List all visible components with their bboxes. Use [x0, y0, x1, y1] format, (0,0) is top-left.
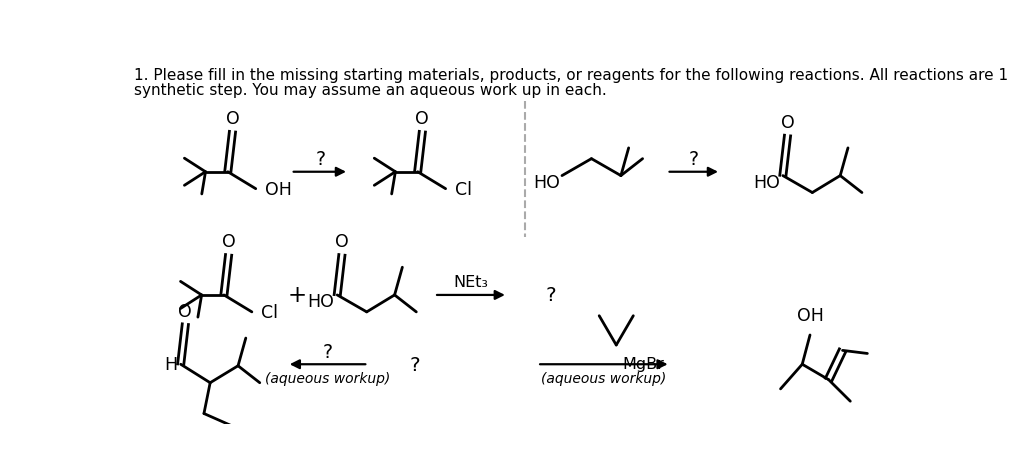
Text: NEt₃: NEt₃	[454, 274, 488, 289]
Text: HO: HO	[307, 292, 334, 310]
Text: +: +	[288, 284, 306, 307]
Text: O: O	[780, 114, 795, 132]
Text: O: O	[222, 233, 236, 251]
Text: Cl: Cl	[261, 303, 279, 321]
Text: ?: ?	[323, 342, 333, 361]
Text: (aqueous workup): (aqueous workup)	[265, 371, 390, 385]
Text: synthetic step. You may assume an aqueous work up in each.: synthetic step. You may assume an aqueou…	[134, 83, 607, 98]
Text: OH: OH	[265, 180, 292, 198]
Text: MgBr: MgBr	[623, 356, 665, 371]
Text: OH: OH	[797, 307, 823, 325]
Text: ?: ?	[689, 150, 698, 169]
Text: H: H	[165, 356, 177, 374]
Text: 1. Please fill in the missing starting materials, products, or reagents for the : 1. Please fill in the missing starting m…	[134, 68, 1009, 83]
Text: (aqueous workup): (aqueous workup)	[542, 371, 667, 385]
Text: HO: HO	[534, 173, 560, 191]
Text: O: O	[178, 302, 193, 320]
Text: ?: ?	[315, 150, 326, 169]
Text: HO: HO	[753, 173, 779, 191]
Text: Cl: Cl	[455, 180, 472, 198]
Text: O: O	[335, 233, 349, 251]
Text: ?: ?	[545, 286, 556, 305]
Text: O: O	[416, 110, 429, 128]
Text: ?: ?	[410, 355, 420, 374]
Text: O: O	[225, 110, 240, 128]
